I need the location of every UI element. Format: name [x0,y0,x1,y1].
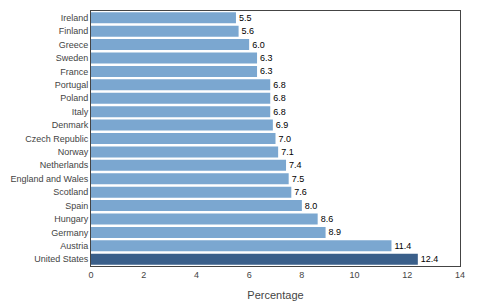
svg-text:7.1: 7.1 [281,147,294,157]
svg-text:7.0: 7.0 [279,134,292,144]
svg-text:6: 6 [247,270,252,280]
svg-text:Ireland: Ireland [61,13,89,23]
svg-text:8: 8 [299,270,304,280]
svg-text:Percentage: Percentage [247,289,303,301]
svg-text:12: 12 [402,270,412,280]
svg-text:England and Wales: England and Wales [10,174,88,184]
svg-text:7.4: 7.4 [289,160,302,170]
svg-text:0: 0 [88,270,93,280]
svg-text:Austria: Austria [60,241,88,251]
svg-text:Norway: Norway [58,147,89,157]
svg-text:7.5: 7.5 [292,174,305,184]
svg-text:Finland: Finland [59,26,89,36]
svg-text:6.8: 6.8 [273,107,286,117]
svg-text:6.9: 6.9 [276,120,289,130]
svg-text:Greece: Greece [59,40,89,50]
svg-text:Scotland: Scotland [53,187,88,197]
svg-text:6.3: 6.3 [260,53,273,63]
svg-text:Hungary: Hungary [54,214,89,224]
svg-text:5.6: 5.6 [242,26,255,36]
svg-text:6.8: 6.8 [273,93,286,103]
svg-text:Portugal: Portugal [55,80,89,90]
svg-text:6.8: 6.8 [273,80,286,90]
svg-text:4: 4 [194,270,199,280]
svg-text:5.5: 5.5 [239,13,252,23]
svg-text:10: 10 [350,270,360,280]
svg-text:Italy: Italy [72,107,89,117]
svg-text:8.9: 8.9 [329,227,342,237]
svg-text:11.4: 11.4 [394,241,411,251]
svg-text:14: 14 [455,270,465,280]
svg-text:Germany: Germany [51,228,89,238]
svg-text:Denmark: Denmark [52,120,89,130]
svg-text:France: France [60,67,88,77]
svg-text:12.4: 12.4 [421,254,439,264]
svg-text:Netherlands: Netherlands [40,160,89,170]
svg-text:Czech Republic: Czech Republic [25,134,89,144]
svg-text:2: 2 [141,270,146,280]
svg-text:United States: United States [34,254,89,264]
svg-text:6.0: 6.0 [252,40,265,50]
svg-text:7.6: 7.6 [294,187,307,197]
svg-text:6.3: 6.3 [260,66,273,76]
svg-text:Sweden: Sweden [56,53,89,63]
svg-text:Poland: Poland [60,93,88,103]
svg-text:8.0: 8.0 [305,201,318,211]
svg-text:Spain: Spain [65,201,88,211]
svg-text:8.6: 8.6 [321,214,334,224]
